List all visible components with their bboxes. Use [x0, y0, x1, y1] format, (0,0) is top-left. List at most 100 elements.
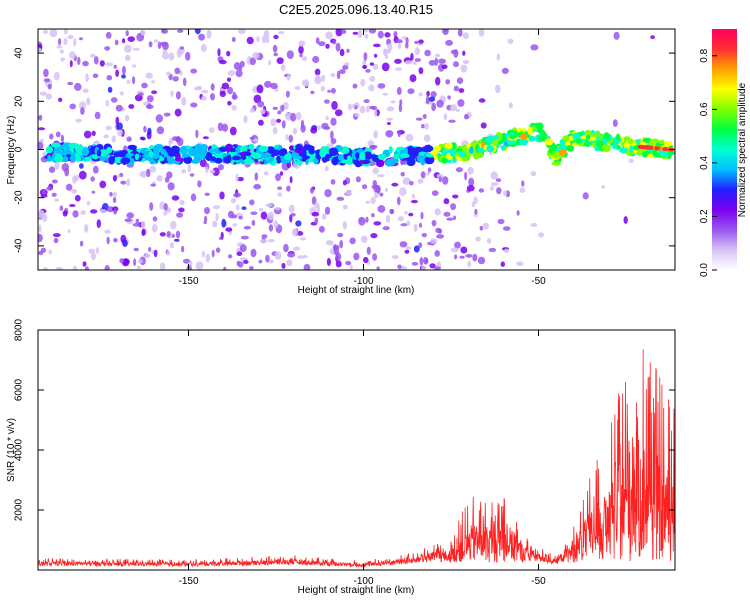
ridge-blob — [623, 136, 631, 141]
noise-blob — [231, 36, 236, 43]
noise-blob — [99, 60, 105, 67]
noise-blob — [167, 182, 175, 191]
noise-blob — [171, 234, 175, 238]
noise-blob — [258, 207, 264, 212]
noise-blob — [72, 210, 79, 218]
noise-blob — [582, 192, 589, 200]
noise-blob — [453, 49, 459, 58]
noise-blob — [86, 97, 91, 106]
ridge-blob — [346, 155, 352, 163]
noise-blob — [325, 115, 329, 121]
noise-blob — [220, 231, 224, 239]
noise-blob — [377, 83, 386, 89]
noise-blob — [140, 220, 146, 229]
noise-blob — [170, 90, 174, 97]
noise-blob — [331, 100, 338, 110]
noise-blob — [349, 237, 356, 245]
noise-blob — [260, 108, 266, 115]
ridge-blob — [90, 145, 95, 155]
ridge-blob — [145, 156, 153, 161]
noise-blob — [363, 256, 369, 264]
ridge-blob — [275, 155, 282, 164]
noise-blob — [418, 242, 423, 249]
noise-blob — [38, 209, 45, 219]
noise-blob — [370, 233, 378, 239]
noise-blob — [117, 128, 123, 137]
ridge-blob — [106, 146, 113, 154]
noise-blob — [390, 100, 396, 104]
noise-blob — [248, 266, 254, 270]
noise-blob — [286, 50, 294, 59]
noise-blob — [530, 223, 538, 227]
noise-blob — [397, 130, 401, 138]
noise-blob — [354, 113, 360, 117]
noise-blob — [488, 247, 497, 253]
x-tick-label: -150 — [178, 576, 198, 587]
noise-blob — [336, 70, 341, 80]
noise-blob — [374, 192, 379, 199]
noise-blob — [459, 255, 465, 259]
noise-blob — [157, 41, 162, 49]
ridge-blob — [120, 157, 131, 164]
noise-blob — [423, 134, 431, 142]
ridge-blob — [466, 152, 472, 158]
ridge-blob — [209, 148, 214, 153]
noise-blob — [199, 159, 207, 168]
noise-blob — [233, 192, 242, 198]
noise-blob — [373, 63, 379, 70]
noise-blob — [238, 215, 243, 220]
noise-blob — [428, 59, 436, 66]
noise-blob — [153, 39, 159, 43]
ridge-blob — [652, 148, 658, 157]
noise-blob — [273, 52, 279, 57]
noise-blob — [321, 74, 326, 82]
noise-blob — [508, 102, 513, 109]
noise-blob — [156, 175, 163, 182]
noise-blob — [324, 165, 329, 172]
noise-blob — [179, 46, 185, 50]
noise-blob — [181, 96, 187, 106]
noise-blob — [92, 165, 99, 174]
noise-blob — [387, 43, 393, 52]
noise-blob — [79, 37, 83, 41]
noise-blob — [193, 87, 202, 91]
snr-ylabel: SNR (10 * v/v) — [6, 418, 17, 482]
noise-blob — [391, 182, 399, 187]
noise-blob — [330, 87, 336, 94]
noise-blob — [462, 32, 469, 40]
noise-blob — [420, 211, 424, 220]
noise-blob — [159, 262, 166, 270]
ridge-blob — [388, 146, 393, 154]
ridge-blob — [278, 149, 285, 157]
noise-blob — [151, 90, 158, 94]
noise-blob — [232, 223, 238, 227]
ridge-blob — [148, 151, 154, 156]
ridge-blob — [536, 122, 544, 131]
noise-blob — [132, 222, 141, 227]
noise-blob — [106, 206, 114, 213]
noise-blob — [376, 266, 380, 270]
noise-blob — [268, 238, 275, 243]
noise-blob — [267, 211, 275, 221]
noise-blob — [277, 192, 283, 197]
noise-blob — [122, 258, 130, 266]
noise-blob — [80, 107, 85, 115]
noise-blob — [312, 55, 320, 64]
noise-blob — [67, 34, 74, 40]
noise-blob — [79, 240, 84, 247]
noise-blob — [208, 127, 215, 133]
ridge-blob — [612, 143, 618, 150]
noise-blob — [159, 232, 166, 237]
noise-blob — [82, 60, 89, 67]
noise-blob — [478, 98, 486, 103]
noise-blob — [88, 248, 95, 254]
noise-blob — [397, 196, 401, 206]
snr-panel: -150 -100 -50 2000 4000 6000 8000 Height of st… — [6, 318, 676, 596]
noise-blob — [371, 213, 375, 218]
noise-blob — [373, 130, 378, 139]
noise-blob — [259, 239, 268, 244]
noise-blob — [217, 164, 224, 171]
noise-blob — [650, 35, 655, 40]
noise-blob — [181, 169, 187, 174]
ridge-blob — [205, 152, 213, 161]
